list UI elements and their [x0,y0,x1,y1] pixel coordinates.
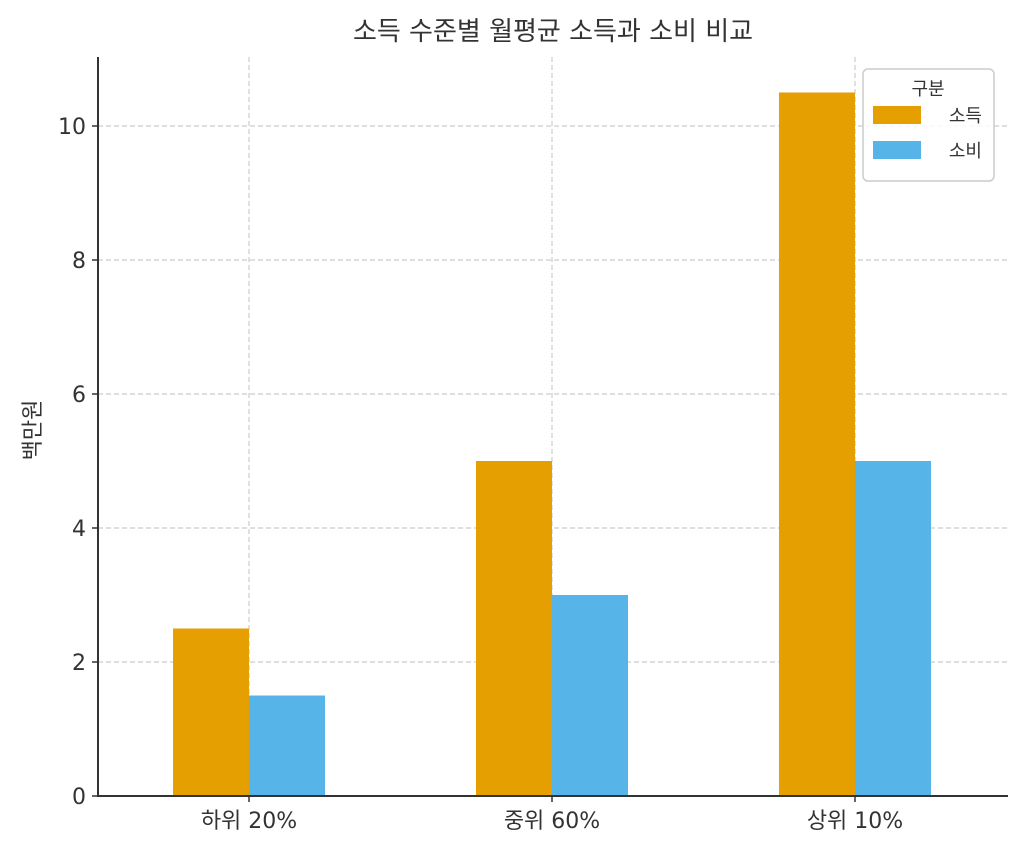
x-tick-label: 중위 60% [504,809,600,834]
legend-swatch [873,106,921,124]
bar-consumption [552,595,628,796]
bar-consumption [249,695,325,796]
x-tick-label: 상위 10% [807,809,903,834]
chart-title: 소득 수준별 월평균 소득과 소비 비교 [353,17,753,47]
bar-income [476,461,552,796]
legend-swatch [873,141,921,159]
bar-income [779,92,855,796]
y-tick-label: 8 [72,249,86,274]
y-tick-label: 2 [72,651,86,676]
y-axis-label: 백만원 [21,400,46,461]
legend-label: 소비 [949,141,982,162]
y-tick-label: 4 [72,517,86,542]
legend-label: 소득 [949,106,982,127]
y-tick-label: 6 [72,383,86,408]
y-tick-label: 0 [72,785,86,810]
x-tick-label: 하위 20% [201,809,297,834]
bar-consumption [855,461,931,796]
y-tick-label: 10 [58,115,86,140]
x-ticks: 하위 20% 중위 60% 상위 10% [201,796,903,834]
bar-income [173,628,249,796]
y-ticks: 0 2 4 6 8 10 [58,115,98,810]
bars [173,92,931,796]
legend-title: 구분 [911,79,944,100]
